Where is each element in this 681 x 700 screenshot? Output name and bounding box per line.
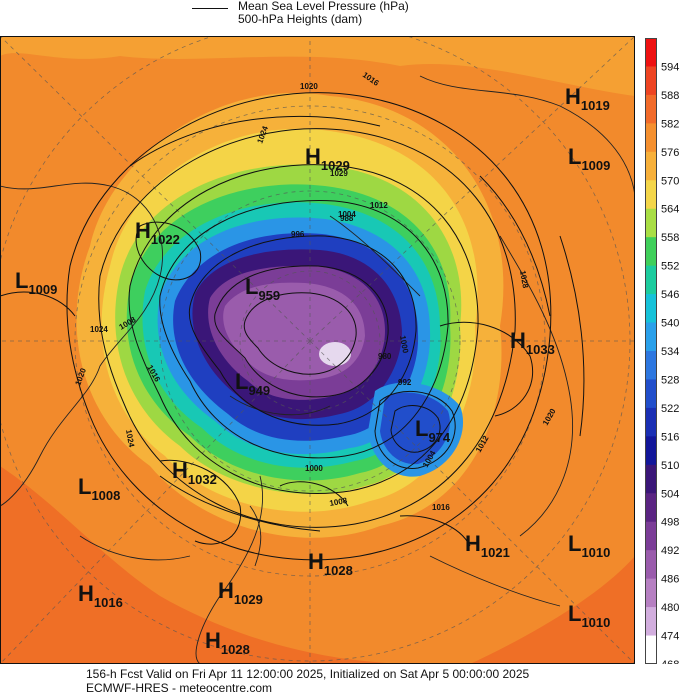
high-pressure-center: H1029: [218, 578, 263, 607]
isobar-label: 1004: [338, 210, 356, 219]
isobar-label: 980: [378, 352, 392, 361]
colorbar-swatch: [645, 607, 657, 637]
pressure-systems: H1019 L1009 H1029 H1022 L1009 L959 H1033 L949 L9…: [15, 84, 610, 657]
colorbar: 594 588 582 576 570 564 558 552 546 540 534 528 522 5…: [645, 38, 679, 664]
colorbar-tick-label: 480: [661, 602, 679, 614]
isobar-label: 988: [340, 214, 354, 223]
forecast-footer: 156-h Fcst Valid on Fri Apr 11 12:00:00 …: [0, 666, 681, 700]
low-pressure-center: L949: [235, 369, 270, 398]
colorbar-tick-label: 594: [661, 61, 679, 73]
isobars: [0, 92, 585, 561]
map-legend-header: Mean Sea Level Pressure (hPa) 500-hPa He…: [190, 0, 510, 36]
colorbar-swatch: [645, 322, 657, 352]
colorbar-swatch: [645, 436, 657, 466]
isobar-label: 996: [291, 230, 305, 239]
colorbar-swatch: [645, 151, 657, 181]
isobar-line-sample: [192, 8, 228, 9]
height-field-468: [319, 342, 351, 366]
colorbar-swatch: [645, 180, 657, 210]
colorbar-tick-label: 570: [661, 175, 679, 187]
colorbar-tick-label: 576: [661, 147, 679, 159]
high-pressure-center: H1029: [305, 144, 350, 173]
colorbar-swatch: [645, 237, 657, 267]
colorbar-tick-label: 588: [661, 90, 679, 102]
low-pressure-center: L1010: [568, 531, 610, 560]
coastlines: [0, 75, 635, 664]
colorbar-swatch: [645, 493, 657, 523]
isobar-label: 1016: [432, 503, 450, 512]
high-pressure-center: H1033: [510, 328, 555, 357]
isobar-label: 1029: [330, 169, 348, 178]
high-pressure-center: H1022: [135, 218, 180, 247]
colorbar-tick-label: 522: [661, 403, 679, 415]
colorbar-tick-label: 510: [661, 460, 679, 472]
colorbar-tick-label: 516: [661, 431, 679, 443]
low-pressure-center: L1009: [568, 144, 610, 173]
colorbar-swatch: [645, 635, 657, 664]
forecast-valid-time: 156-h Fcst Valid on Fri Apr 11 12:00:00 …: [86, 667, 530, 681]
colorbar-tick-label: 564: [661, 204, 679, 216]
map-frame: [0, 36, 635, 664]
model-source: ECMWF-HRES - meteocentre.com: [86, 681, 273, 695]
low-pressure-center: L974: [415, 416, 451, 445]
colorbar-swatch: [645, 578, 657, 608]
colorbar-tick-label: 552: [661, 261, 679, 273]
colorbar-tick-label: 492: [661, 545, 679, 557]
colorbar-swatch: [645, 464, 657, 494]
colorbar-tick-label: 582: [661, 118, 679, 130]
high-pressure-center: H1021: [465, 531, 510, 560]
isobar-label: 1028: [518, 270, 530, 290]
legend-mslp-label: Mean Sea Level Pressure (hPa): [238, 0, 409, 13]
isobar-label: 1012: [370, 201, 388, 210]
colorbar-swatch: [645, 94, 657, 124]
colorbar-swatch: [645, 38, 657, 67]
latitude-circles: [0, 36, 635, 664]
colorbar-tick-label: 474: [661, 631, 679, 643]
colorbar-tick-label: 534: [661, 346, 679, 358]
colorbar-swatch: [645, 66, 657, 96]
low-pressure-center: L1009: [15, 268, 57, 297]
colorbar-frame: [645, 38, 657, 664]
colorbar-tick-label: 528: [661, 374, 679, 386]
isobar-label: 1000: [398, 335, 410, 355]
colorbar-swatch: [645, 208, 657, 238]
isobar-label: 1000: [305, 464, 323, 473]
low-pressure-center: L959: [245, 274, 280, 303]
isobar-label: 1020: [300, 82, 318, 91]
colorbar-tick-label: 540: [661, 318, 679, 330]
colorbar-swatch: [645, 379, 657, 409]
colorbar-tick-label: 558: [661, 232, 679, 244]
isobar-label: 1024: [90, 325, 108, 334]
colorbar-swatch: [645, 550, 657, 580]
high-pressure-center: H1028: [308, 549, 353, 578]
height-field-594-sw: [0, 466, 420, 664]
colorbar-tick-label: 468: [661, 659, 679, 664]
high-pressure-center: H1016: [78, 581, 123, 610]
isobar-label: 1008: [329, 496, 349, 508]
height-field-594-se: [470, 556, 635, 664]
colorbar-tick-label: 546: [661, 289, 679, 301]
legend-heights-label: 500-hPa Heights (dam): [238, 12, 363, 26]
height-field-582: [0, 36, 635, 96]
colorbar-tick-label: 486: [661, 574, 679, 586]
forecast-map: H1019 L1009 H1029 H1022 L1009 L959 H1033 L949 L9…: [0, 36, 635, 664]
low-pressure-center: L1008: [78, 474, 120, 503]
isobar-label: 1024: [124, 429, 136, 449]
colorbar-swatch: [645, 351, 657, 380]
high-pressure-center: H1019: [565, 84, 610, 113]
colorbar-swatch: [645, 521, 657, 551]
colorbar-swatch: [645, 294, 657, 324]
low-pressure-center: L1010: [568, 601, 610, 630]
colorbar-tick-label: 498: [661, 517, 679, 529]
colorbar-swatch: [645, 265, 657, 295]
colorbar-tick-label: 504: [661, 488, 679, 500]
colorbar-swatch: [645, 407, 657, 437]
high-pressure-center: H1032: [172, 458, 217, 487]
colorbar-swatch: [645, 123, 657, 153]
high-pressure-center: H1028: [205, 628, 250, 657]
isobar-label: 992: [398, 378, 412, 387]
